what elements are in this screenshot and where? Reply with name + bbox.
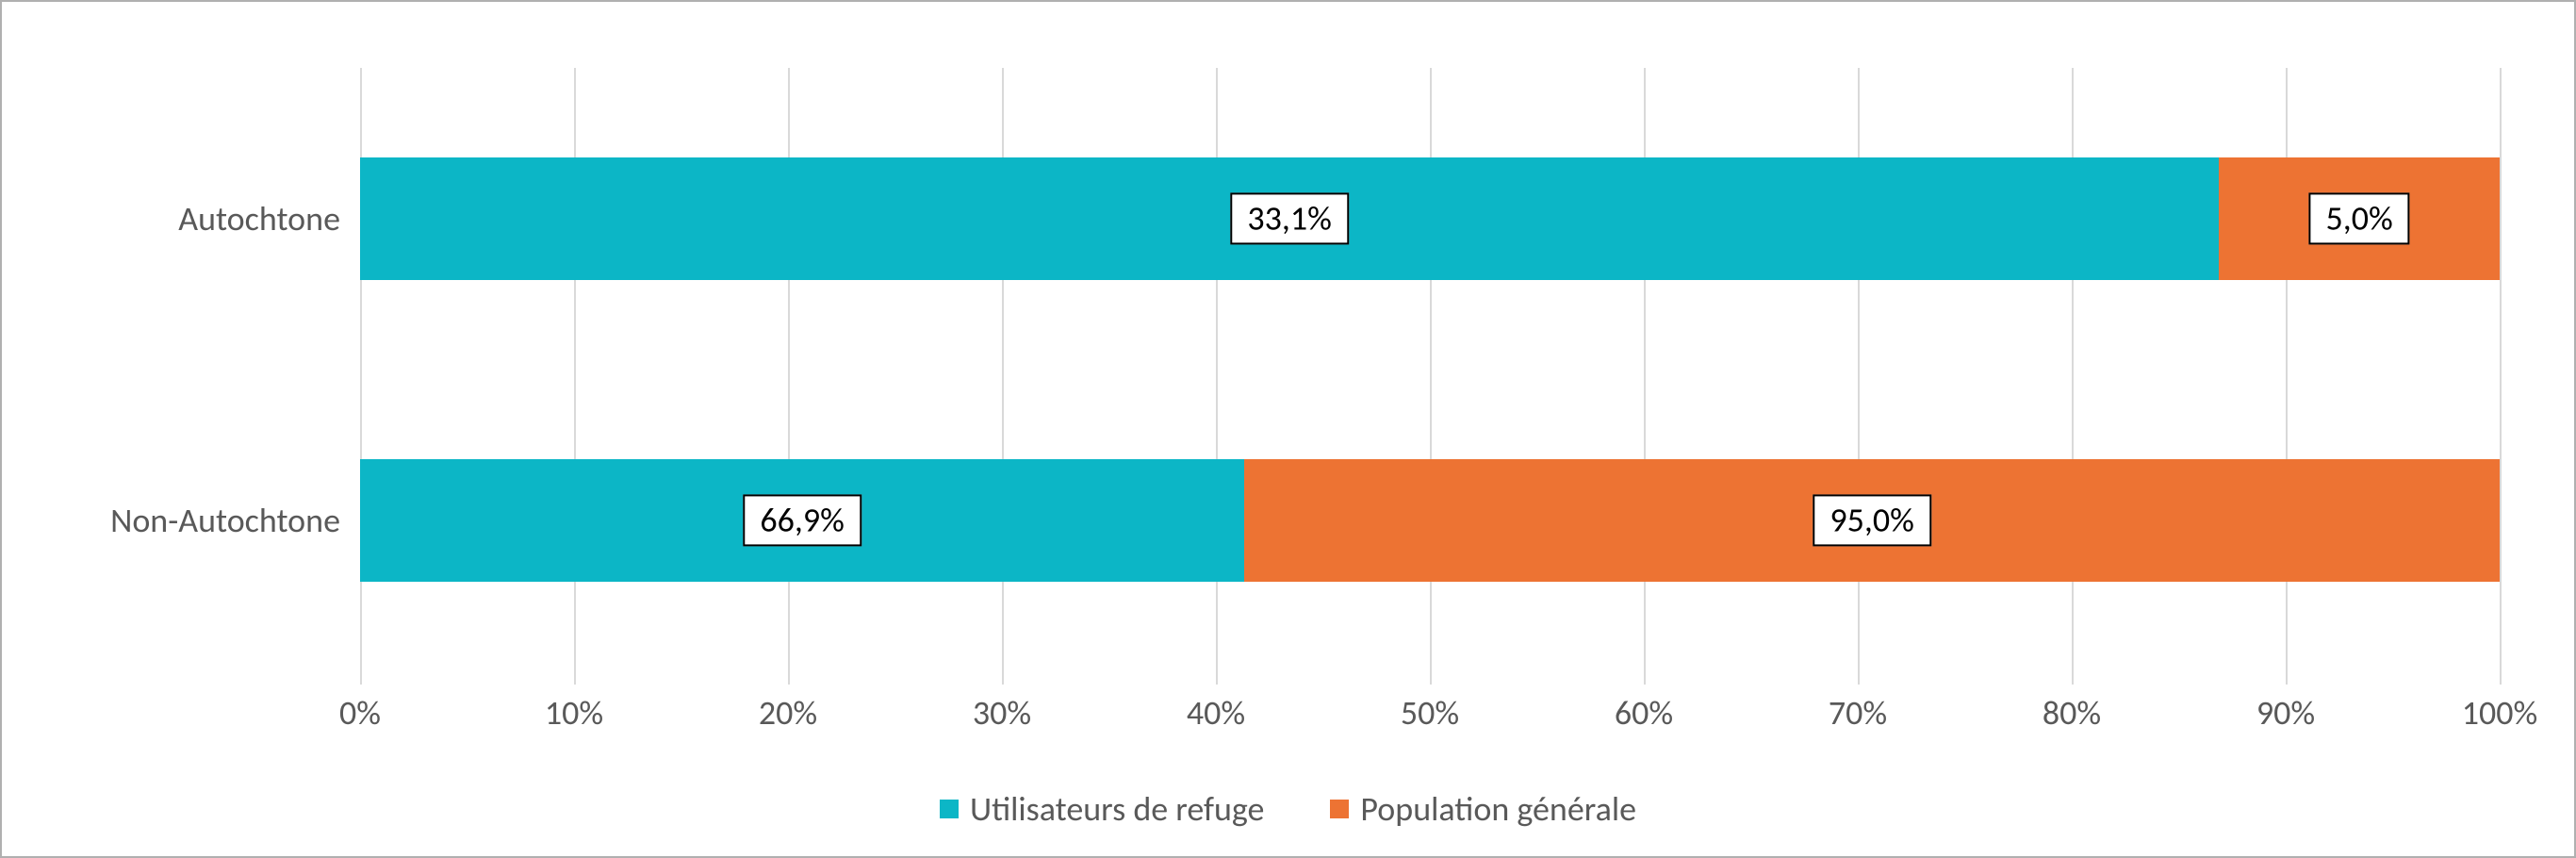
tickmark <box>2072 671 2074 685</box>
bar-segment-autochtone-utilisateurs: 33,1% <box>360 157 2219 280</box>
chart-container: Autochtone Non-Autochtone 0% 10% 20% 30%… <box>0 0 2576 858</box>
x-axis-label: 90% <box>2256 692 2315 734</box>
x-axis-label: 80% <box>2043 692 2101 734</box>
value-label: 66,9% <box>743 494 861 546</box>
tickmark <box>1644 671 1646 685</box>
x-axis-label: 60% <box>1615 692 1673 734</box>
legend-swatch-icon <box>940 800 959 818</box>
x-axis-label: 10% <box>545 692 603 734</box>
tickmark <box>2286 671 2288 685</box>
plot-area: 0% 10% 20% 30% 40% 50% 60% 70% 80% 90% 1… <box>360 68 2500 671</box>
tickmark <box>1858 671 1860 685</box>
x-axis-label: 100% <box>2462 692 2537 734</box>
tickmark <box>2500 671 2502 685</box>
tickmark <box>1002 671 1004 685</box>
x-axis-label: 20% <box>759 692 817 734</box>
bar-row-autochtone: 33,1% 5,0% <box>360 157 2500 280</box>
category-label-autochtone: Autochtone <box>178 198 340 239</box>
tickmark <box>360 671 362 685</box>
value-label: 5,0% <box>2308 192 2409 244</box>
category-label-non-autochtone: Non-Autochtone <box>110 500 340 541</box>
legend-item-population: Population générale <box>1330 788 1636 830</box>
x-axis-label: 50% <box>1401 692 1459 734</box>
tickmark <box>1216 671 1218 685</box>
legend: Utilisateurs de refuge Population généra… <box>2 788 2574 830</box>
legend-label: Utilisateurs de refuge <box>970 788 1264 830</box>
x-axis-label: 70% <box>1829 692 1887 734</box>
bar-segment-non-autochtone-utilisateurs: 66,9% <box>360 459 1244 582</box>
gridline <box>2500 68 2502 671</box>
tickmark <box>574 671 576 685</box>
bar-segment-non-autochtone-population: 95,0% <box>1244 459 2500 582</box>
x-axis-label: 40% <box>1187 692 1245 734</box>
tickmark <box>788 671 790 685</box>
legend-label: Population générale <box>1360 788 1636 830</box>
x-axis-label: 30% <box>973 692 1031 734</box>
tickmark <box>1430 671 1432 685</box>
bar-row-non-autochtone: 66,9% 95,0% <box>360 459 2500 582</box>
bar-segment-autochtone-population: 5,0% <box>2219 157 2500 280</box>
value-label: 33,1% <box>1230 192 1348 244</box>
x-axis-label: 0% <box>339 692 381 734</box>
legend-swatch-icon <box>1330 800 1349 818</box>
value-label: 95,0% <box>1813 494 1930 546</box>
legend-item-utilisateurs: Utilisateurs de refuge <box>940 788 1264 830</box>
